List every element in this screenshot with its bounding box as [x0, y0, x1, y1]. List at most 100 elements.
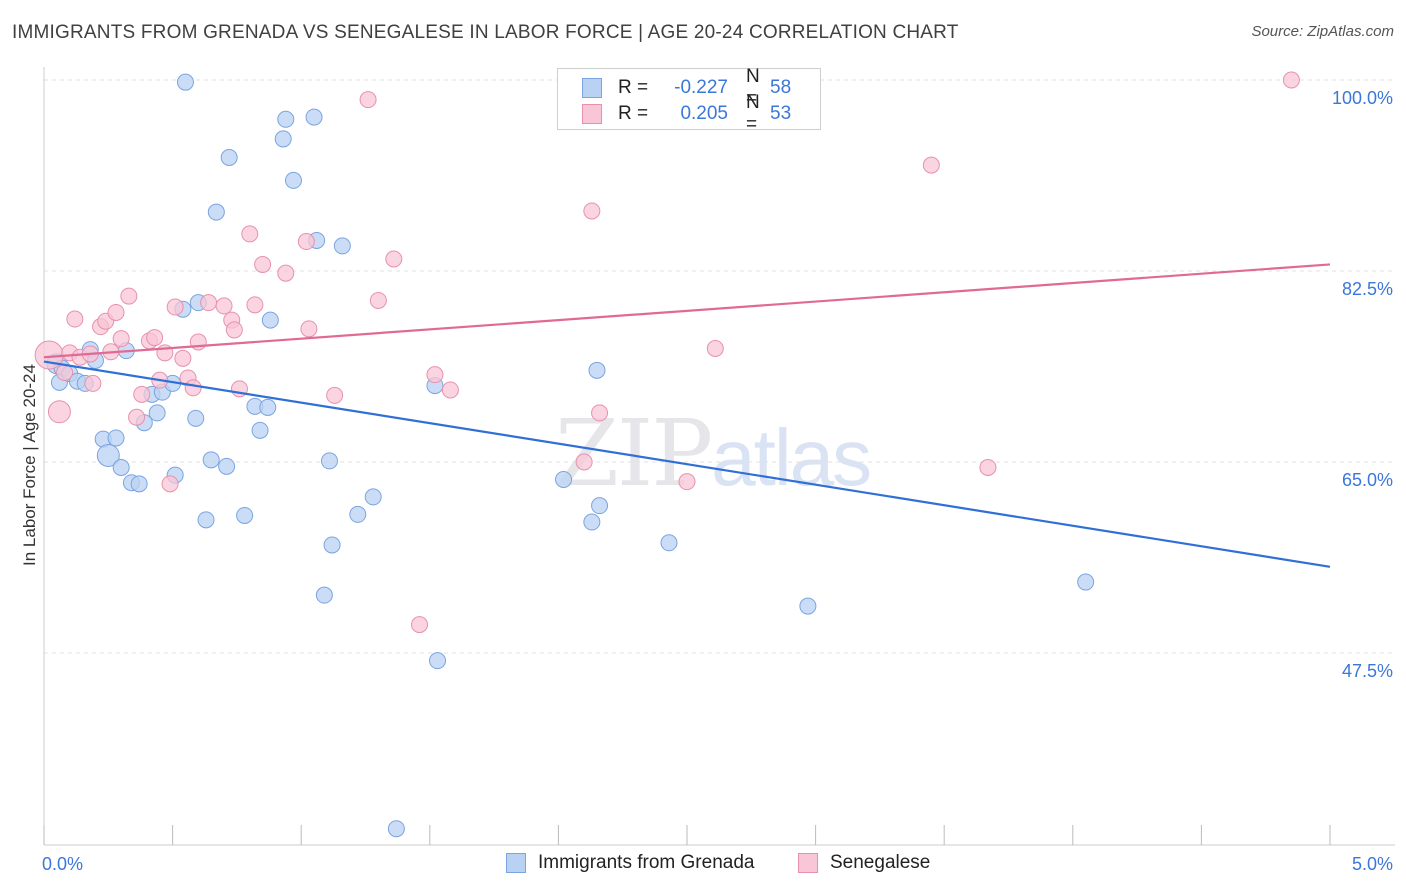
legend-r-value: 0.205	[680, 103, 728, 124]
axis-layer	[43, 67, 1395, 846]
senegalese-point	[166, 298, 184, 316]
senegalese-point	[174, 349, 192, 367]
senegalese-point	[225, 321, 243, 339]
grenada-point	[277, 110, 295, 128]
senegalese-point	[575, 453, 593, 471]
senegalese-point	[47, 400, 71, 424]
senegalese-point	[146, 329, 164, 347]
grenada-point	[176, 73, 194, 91]
grenada-point	[305, 108, 323, 126]
grenada-point	[220, 148, 238, 166]
grenada-point	[261, 311, 279, 329]
legend-n-value: 58	[770, 77, 792, 98]
grenada-point	[315, 586, 333, 604]
senegalese-point	[161, 475, 179, 493]
senegalese-point	[369, 291, 387, 309]
regression-layer	[43, 263, 1331, 568]
grenada-point	[323, 536, 341, 554]
senegalese-point	[706, 339, 724, 357]
legend-r-value: -0.227	[674, 77, 728, 98]
senegalese-point	[215, 297, 233, 315]
senegalese-point	[128, 408, 146, 426]
y-tick-label: 100.0%	[1332, 88, 1393, 108]
senegalese-trendline	[43, 263, 1331, 359]
tick-label-layer: 100.0% 82.5% 65.0% 47.5% 0.0% 5.0%	[42, 88, 1393, 874]
grenada-point	[130, 475, 148, 493]
points-layer	[34, 71, 1300, 838]
senegalese-point	[385, 250, 403, 268]
legend-row-grenada: R = -0.227 N = 58	[582, 66, 792, 109]
senegalese-point	[979, 458, 997, 476]
senegalese-point	[84, 374, 102, 392]
senegalese-point	[591, 404, 609, 422]
legend-n-label: N =	[746, 66, 760, 109]
senegalese-point	[184, 379, 202, 397]
grenada-point	[207, 203, 225, 221]
grenada-point	[284, 171, 302, 189]
senegalese-point	[133, 385, 151, 403]
grenada-point	[387, 820, 405, 838]
senegalese-point	[200, 294, 218, 312]
x-tick-label: 5.0%	[1352, 854, 1393, 874]
grenada-point	[588, 361, 606, 379]
bottom-legend-senegalese: Senegalese	[798, 852, 930, 874]
legend-r-label: R =	[618, 77, 649, 98]
grenada-point	[259, 398, 277, 416]
grenada-point	[187, 409, 205, 427]
grenada-point	[236, 506, 254, 524]
senegalese-point	[583, 202, 601, 220]
senegalese-point	[112, 330, 130, 348]
correlation-legend: R = -0.227 N = 58 R = 0.205 N = 53	[557, 66, 821, 135]
grenada-point	[112, 458, 130, 476]
senegalese-point	[426, 366, 444, 384]
grenada-point	[333, 237, 351, 255]
legend-n-value: 53	[770, 103, 792, 124]
legend-swatch-blue	[582, 78, 602, 98]
chart-title: IMMIGRANTS FROM GRENADA VS SENEGALESE IN…	[12, 22, 959, 43]
grenada-point	[799, 597, 817, 615]
senegalese-point	[441, 381, 459, 399]
legend-n-label: N =	[746, 92, 760, 135]
bottom-legend-label: Senegalese	[830, 852, 931, 873]
grenada-point	[591, 497, 609, 515]
grenada-point	[107, 429, 125, 447]
senegalese-point	[254, 255, 272, 273]
senegalese-point	[922, 156, 940, 174]
y-tick-label: 82.5%	[1342, 279, 1393, 299]
senegalese-point	[678, 473, 696, 491]
grenada-point	[148, 404, 166, 422]
grenada-point	[429, 652, 447, 670]
grenada-point	[197, 511, 215, 529]
grenada-point	[555, 470, 573, 488]
bottom-legend-label: Immigrants from Grenada	[538, 852, 755, 873]
senegalese-point	[56, 364, 74, 382]
source-note: Source: ZipAtlas.com	[1251, 23, 1394, 40]
grenada-trendline	[43, 360, 1331, 568]
senegalese-point	[107, 303, 125, 321]
senegalese-point	[246, 296, 264, 314]
senegalese-point	[120, 287, 138, 305]
grenada-point	[583, 513, 601, 531]
y-tick-label: 47.5%	[1342, 661, 1393, 681]
senegalese-point	[326, 386, 344, 404]
grenada-point	[660, 534, 678, 552]
x-tick-label: 0.0%	[42, 854, 83, 874]
legend-row-senegalese: R = 0.205 N = 53	[582, 92, 792, 135]
grenada-point	[349, 505, 367, 523]
senegalese-point	[411, 616, 429, 634]
grenada-point	[218, 457, 236, 475]
grenada-point	[96, 443, 120, 467]
grid-layer	[44, 79, 1395, 654]
grenada-point	[251, 421, 269, 439]
senegalese-point	[277, 264, 295, 282]
y-tick-label: 65.0%	[1342, 470, 1393, 490]
y-axis-label: In Labor Force | Age 20-24	[20, 364, 39, 566]
legend-r-label: R =	[618, 103, 649, 124]
grenada-point	[364, 488, 382, 506]
bottom-legend-swatch-pink	[798, 853, 818, 873]
grenada-point	[202, 451, 220, 469]
bottom-legend-swatch-blue	[506, 853, 526, 873]
bottom-legend-grenada: Immigrants from Grenada	[506, 852, 754, 874]
senegalese-point	[66, 310, 84, 328]
senegalese-point	[1282, 71, 1300, 89]
